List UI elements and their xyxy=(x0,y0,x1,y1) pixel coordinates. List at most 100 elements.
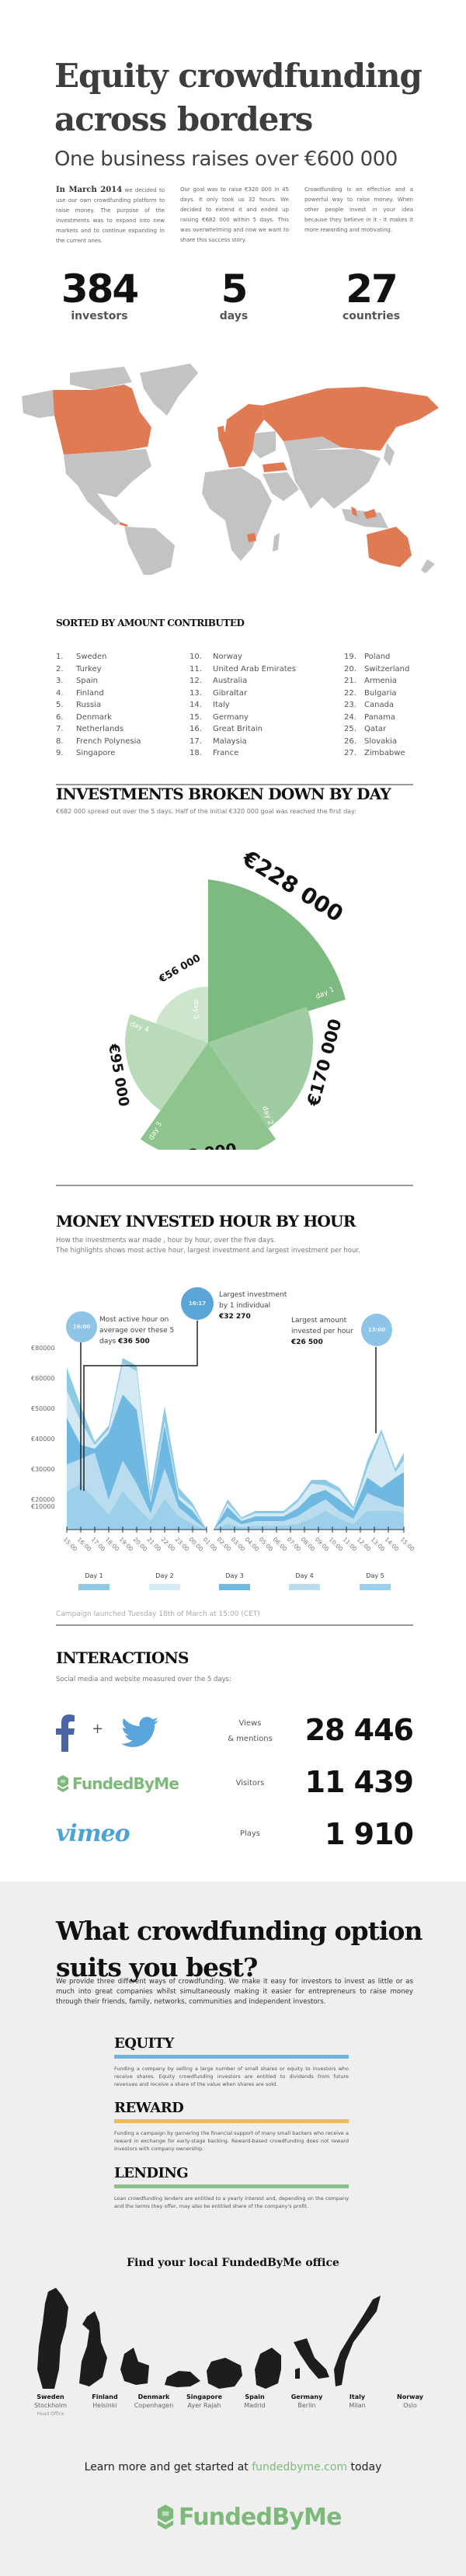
rank: 27. xyxy=(344,749,356,757)
hourly-description-2: The highlights shows most active hour, l… xyxy=(56,1247,360,1255)
x-tick: 19:00 xyxy=(117,1536,135,1553)
intro-column-2: Our goal was to raise €320 000 in 45 day… xyxy=(180,185,289,245)
series-day-2 xyxy=(67,1363,404,1530)
learn-more-line: Learn more and get started at fundedbyme… xyxy=(0,2461,466,2473)
interaction-value: 28 446 xyxy=(304,1713,414,1747)
callout-time: 13:00 xyxy=(367,1327,386,1333)
campaign-footnote: Campaign launched Tuesday 18th of March … xyxy=(56,1610,260,1618)
country: Panama xyxy=(364,712,396,722)
rank: 6. xyxy=(56,712,64,722)
office-city: Oslo xyxy=(403,2402,417,2409)
office-country: Denmark xyxy=(137,2393,170,2400)
country: Turkey xyxy=(76,664,102,674)
footer-fundedbyme-logo[interactable]: FundedByMe xyxy=(155,2503,342,2531)
callout-value: €36 500 xyxy=(118,1338,150,1345)
y-tick: €50000 xyxy=(31,1405,55,1412)
option-text: Loan crowdfunding lenders are entitled t… xyxy=(114,2195,349,2209)
legend-day-1: Day 1 xyxy=(78,1572,110,1590)
callout-time: 16:00 xyxy=(72,1324,91,1330)
x-tick: 14:00 xyxy=(383,1536,401,1553)
x-tick: 07:00 xyxy=(285,1536,303,1553)
option-color-bar xyxy=(114,2184,349,2188)
option-title: LENDING xyxy=(114,2165,189,2181)
x-tick: 10:00 xyxy=(327,1536,345,1553)
rank: 14. xyxy=(190,701,202,709)
list-item: 20. Switzerland xyxy=(344,663,409,676)
list-item: 9. Singapore xyxy=(56,747,141,760)
list-item: 11. United Arab Emirates xyxy=(190,663,296,676)
office-norway: Norway Oslo xyxy=(383,2393,437,2410)
rank: 4. xyxy=(56,688,64,698)
list-item: 19. Poland xyxy=(344,651,409,663)
x-tick: 05:00 xyxy=(257,1536,275,1553)
office-city: Ayer Rajah xyxy=(187,2402,221,2409)
office-sweden: Sweden Stockholm Head Office xyxy=(23,2393,78,2418)
interaction-label: Visitors xyxy=(235,1779,265,1788)
country: Zimbabwe xyxy=(364,749,405,757)
callout-bubble-16-17: 16:17 xyxy=(181,1287,214,1320)
x-tick: 06:00 xyxy=(271,1536,289,1553)
intro-lead: In March 2014 xyxy=(56,186,123,194)
y-tick: €60000 xyxy=(31,1375,55,1382)
rank: 22. xyxy=(344,688,356,698)
country: Gibraltar xyxy=(213,688,248,698)
callout-text: Largest amount invested per hour xyxy=(291,1317,353,1335)
rank: 11. xyxy=(190,664,202,674)
germany-shape xyxy=(255,2348,281,2389)
legend-swatch xyxy=(360,1584,391,1590)
hourly-description-1: How the investments war made , hour by h… xyxy=(56,1237,276,1244)
rank: 3. xyxy=(56,677,64,685)
office-city: Copenhagen xyxy=(134,2402,174,2409)
country: Singapore xyxy=(76,749,116,757)
rank: 9. xyxy=(56,749,64,757)
rank: 17. xyxy=(190,736,202,746)
rank: 2. xyxy=(56,664,64,674)
country: French Polynesia xyxy=(76,736,141,746)
country: Russia xyxy=(76,701,102,709)
x-tick: 04:00 xyxy=(243,1536,261,1553)
office-country: Singapore xyxy=(186,2393,222,2400)
label-line: & mentions xyxy=(228,1735,273,1743)
daily-polar-chart: day 1 day 2 day 3 day 4 day 5 €228 000 €… xyxy=(105,844,348,1150)
x-tick: 11:00 xyxy=(341,1536,359,1553)
country: United Arab Emirates xyxy=(213,664,297,674)
x-tick: 18:00 xyxy=(103,1536,121,1553)
options-heading: What crowdfunding option suits you best? xyxy=(56,1913,423,1986)
rank: 7. xyxy=(56,725,64,733)
fundedbyme-link[interactable]: fundedbyme.com xyxy=(252,2461,348,2473)
slice-day-2 xyxy=(208,1006,314,1129)
legend-day-3: Day 3 xyxy=(219,1572,250,1590)
option-text: Funding a company by selling a large num… xyxy=(114,2066,349,2087)
intro-column-1: In March 2014 we decided to use our own … xyxy=(56,185,165,246)
list-item: 7. Netherlands xyxy=(56,723,141,736)
options-description: We provide three different ways of crowd… xyxy=(56,1978,413,2006)
legend-day-2: Day 2 xyxy=(149,1572,180,1590)
country: Norway xyxy=(213,653,242,661)
title-line-2: across borders xyxy=(54,100,313,138)
x-tick: 15:00 xyxy=(398,1536,416,1553)
country: Denmark xyxy=(76,712,112,722)
country: Bulgaria xyxy=(364,688,397,698)
office-city: Madrid xyxy=(244,2402,266,2409)
list-item: 24. Panama xyxy=(344,712,409,724)
area-series xyxy=(67,1358,404,1530)
interaction-row-website: FundedByMe Visitors 11 439 xyxy=(56,1765,414,1818)
finland-shape xyxy=(79,2311,107,2386)
interaction-row-video: vimeo Plays 1 910 xyxy=(56,1817,414,1868)
x-tick: 22:00 xyxy=(159,1536,177,1553)
rank: 13. xyxy=(190,688,202,698)
list-item: 23. Canada xyxy=(344,699,409,712)
stat-value: 384 xyxy=(61,266,139,312)
learn-text: today xyxy=(347,2461,382,2473)
by-day-description: €682 000 spread out over the 5 days. Hal… xyxy=(56,808,356,815)
list-item: 12. Australia xyxy=(190,675,296,688)
series-day-5 xyxy=(67,1484,404,1530)
stat-label: countries xyxy=(342,310,401,322)
option-equity: EQUITY Funding a company by selling a la… xyxy=(114,2035,349,2088)
label-line: Views xyxy=(238,1719,262,1728)
stat-investors: 384 investors xyxy=(53,268,146,322)
callout-time: 16:17 xyxy=(188,1300,207,1307)
office-italy: Italy Milan xyxy=(330,2393,384,2410)
option-text: Funding a campaign by garnering the fina… xyxy=(114,2130,349,2152)
country: Slovakia xyxy=(364,736,397,746)
